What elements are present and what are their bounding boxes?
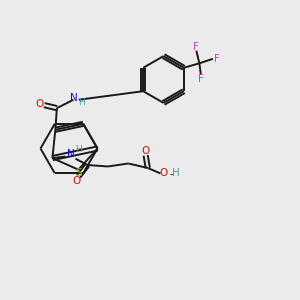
Text: H: H — [172, 168, 180, 178]
Text: H: H — [78, 98, 85, 107]
Text: F: F — [194, 42, 199, 52]
Text: O: O — [142, 146, 150, 156]
Text: F: F — [214, 54, 220, 64]
Text: O: O — [36, 99, 44, 109]
Text: S: S — [75, 168, 82, 178]
Text: O: O — [72, 176, 80, 186]
Text: O: O — [159, 168, 167, 178]
Text: N: N — [70, 93, 78, 103]
Text: N: N — [67, 149, 75, 160]
Text: H: H — [75, 146, 82, 154]
Text: F: F — [198, 74, 204, 84]
Text: -: - — [169, 169, 173, 180]
